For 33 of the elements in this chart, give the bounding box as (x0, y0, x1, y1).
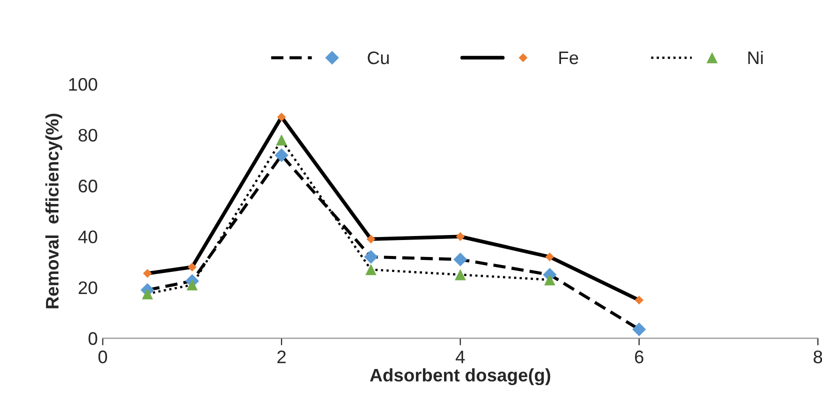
y-tick-label: 0 (88, 332, 98, 345)
point (454, 269, 466, 280)
point (544, 274, 556, 286)
legend-label: Cu (368, 51, 389, 64)
x-tick-label: 2 (277, 350, 286, 364)
point (632, 322, 646, 336)
y-tick-label: 20 (78, 281, 98, 294)
point (188, 262, 197, 272)
x-axis-title: Adsorbent dosage(g) (370, 368, 550, 386)
y-tick-label: 60 (78, 180, 98, 192)
legend-label: Fe (559, 52, 578, 64)
x-tick-label: 8 (814, 350, 822, 364)
point (142, 288, 153, 300)
point (366, 234, 376, 244)
point (274, 148, 288, 162)
point (364, 250, 378, 264)
y-tick-label: 80 (78, 128, 98, 142)
point (545, 252, 554, 262)
point (143, 269, 152, 278)
x-tick-label: 4 (456, 350, 465, 364)
point (453, 252, 468, 266)
y-tick-label: 100 (69, 78, 98, 91)
point (456, 232, 465, 241)
point (365, 264, 376, 276)
legend-label: Ni (748, 50, 763, 64)
point (634, 296, 644, 305)
x-tick-label: 6 (635, 350, 644, 364)
x-tick-label: 0 (98, 350, 108, 364)
y-axis-title: Removal efficiency(%) (45, 114, 62, 308)
y-tick-label: 40 (78, 230, 98, 244)
point (186, 279, 198, 290)
point (277, 112, 286, 122)
point (276, 134, 288, 146)
